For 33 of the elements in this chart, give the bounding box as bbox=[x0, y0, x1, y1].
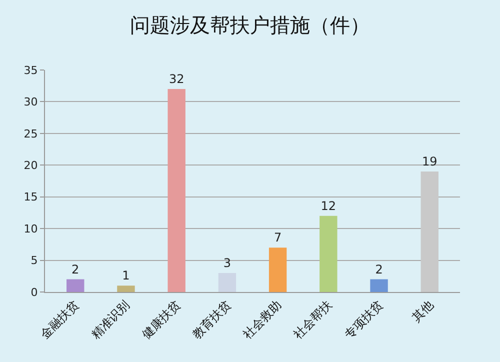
x-tick-label: 社会救助 bbox=[240, 298, 284, 342]
x-tick-label: 专项扶贫 bbox=[342, 298, 386, 342]
bar bbox=[117, 286, 135, 292]
data-label: 32 bbox=[168, 72, 184, 86]
data-label: 2 bbox=[72, 262, 80, 276]
x-tick-label: 健康扶贫 bbox=[139, 298, 183, 342]
y-tick-label: 20 bbox=[24, 158, 38, 172]
bar bbox=[66, 279, 84, 292]
x-tick-label: 教育扶贫 bbox=[190, 298, 234, 342]
data-label: 12 bbox=[320, 198, 336, 213]
chart-title: 问题涉及帮扶户措施（件） bbox=[130, 13, 370, 38]
data-label: 7 bbox=[274, 230, 282, 245]
y-tick-label: 5 bbox=[30, 254, 38, 268]
x-tick-label: 社会帮扶 bbox=[290, 298, 335, 342]
data-label: 2 bbox=[375, 262, 383, 276]
y-tick-label: 10 bbox=[24, 222, 38, 236]
x-tick-label: 其他 bbox=[409, 298, 436, 325]
bar bbox=[320, 216, 338, 292]
data-label: 1 bbox=[122, 268, 130, 283]
data-label: 3 bbox=[223, 256, 232, 270]
data-label: 19 bbox=[422, 154, 438, 168]
x-tick-label: 金融扶贫 bbox=[38, 298, 82, 342]
x-tick-label: 精准识别 bbox=[88, 298, 132, 342]
bar bbox=[420, 171, 438, 292]
y-tick-label: 25 bbox=[24, 127, 38, 140]
bar bbox=[268, 248, 287, 292]
y-tick-label: 35 bbox=[24, 64, 38, 77]
y-tick-label: 0 bbox=[30, 286, 38, 299]
bar bbox=[370, 279, 388, 292]
bar bbox=[218, 272, 236, 292]
y-tick-label: 30 bbox=[24, 96, 38, 109]
y-tick-label: 15 bbox=[24, 190, 38, 204]
bar bbox=[168, 89, 186, 292]
